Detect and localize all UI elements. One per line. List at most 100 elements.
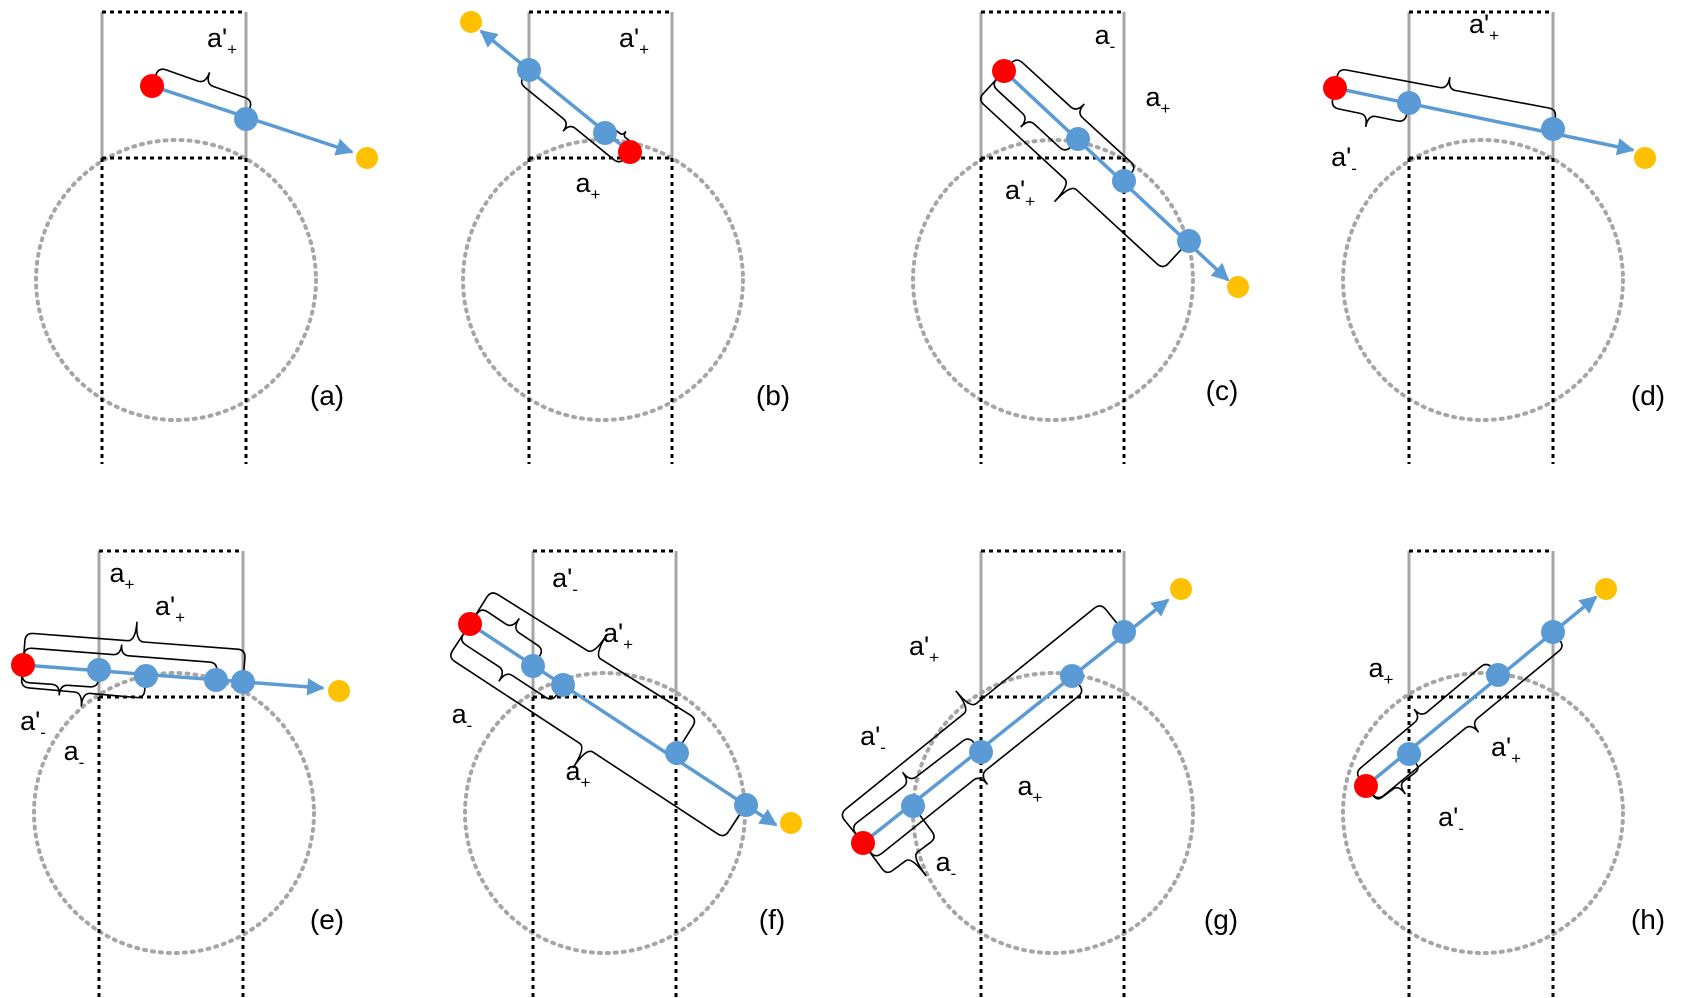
dotted-circle (911, 671, 1195, 955)
start-point (140, 74, 164, 98)
segment-label-subscript: + (591, 185, 601, 204)
end-point (1227, 276, 1249, 298)
intersection-point (734, 793, 758, 817)
segment-label-subscript: - (1458, 819, 1464, 838)
segment-label-base: a (64, 736, 80, 766)
brace (1365, 631, 1563, 799)
start-point (851, 831, 875, 855)
segment-label: a+ (576, 168, 601, 204)
intersection-point (1397, 91, 1421, 115)
start-point (1354, 774, 1378, 798)
segment-label: a+ (1146, 82, 1171, 118)
segment-label-subscript: + (125, 575, 135, 594)
brace (993, 70, 1079, 151)
intersection-point (521, 654, 545, 678)
segment-label: a- (64, 736, 85, 772)
intersection-point (234, 107, 258, 131)
brace (1331, 87, 1410, 128)
segment-label-subscript: - (79, 753, 85, 772)
intersection-point (901, 794, 925, 818)
dotted-circle (463, 671, 747, 955)
panel-caption: (h) (1631, 904, 1665, 935)
brace (450, 623, 747, 837)
segment-label: a+ (566, 756, 591, 792)
dotted-circle (1341, 138, 1625, 422)
end-point (460, 11, 482, 33)
brace (1365, 753, 1419, 800)
segment-label-subscript: + (623, 635, 633, 654)
start-point (1323, 76, 1347, 100)
brace (980, 70, 1190, 268)
segment-label: a'- (1438, 802, 1464, 838)
intersection-point (204, 668, 228, 692)
segment-label-base: a' (1469, 9, 1489, 39)
segment-label-base: a' (207, 23, 227, 53)
panel-f: a'-a'+a-a+(f) (450, 549, 802, 998)
segment-label-base: a' (1331, 142, 1351, 172)
intersection-point (1112, 620, 1136, 644)
segment-label-base: a' (1491, 732, 1511, 762)
segment-label: a'- (1331, 142, 1357, 178)
intersection-point (1541, 620, 1565, 644)
segment-label: a+ (110, 558, 135, 594)
panel-caption: (e) (310, 904, 344, 935)
segment-label: a'+ (1491, 732, 1521, 768)
ray-arrow (22, 663, 325, 696)
dotted-circle (1341, 671, 1625, 955)
brace (852, 738, 982, 844)
end-point (328, 680, 350, 702)
segment-label-base: a' (155, 591, 175, 621)
panel-a: a'+ (a) (34, 10, 378, 464)
segment-label-base: a (576, 168, 592, 198)
intersection-point (1397, 742, 1421, 766)
segment-label-base: a' (860, 721, 880, 751)
segment-label-base: a (1018, 771, 1034, 801)
start-point (458, 612, 482, 636)
panel-g: a'+a'-a+a-(g) (841, 549, 1238, 998)
segment-label-subscript: + (639, 40, 649, 59)
brace (520, 69, 631, 163)
segment-label-subscript: - (1351, 159, 1357, 178)
segment-label: a'+ (909, 631, 939, 667)
intersection-point (87, 658, 111, 682)
segment-label: a+ (1018, 771, 1043, 807)
intersection-point (517, 58, 541, 82)
segment-label-subscript: + (175, 608, 185, 627)
segment-label-subscript: + (581, 773, 591, 792)
intersection-point (969, 740, 993, 764)
segment-label: a- (1095, 20, 1116, 56)
ray-arrow (1334, 86, 1635, 156)
segment-label-base: a' (619, 23, 639, 53)
brace (862, 675, 1083, 857)
intersection-point (665, 741, 689, 765)
segment-label-base: a' (909, 631, 929, 661)
segment-label-base: a (452, 699, 468, 729)
brace (1334, 68, 1557, 130)
segment-label: a'+ (155, 591, 185, 627)
brace (22, 621, 246, 683)
segment-label: a'- (552, 563, 578, 599)
end-point (1170, 578, 1192, 600)
panel-d: a'+a'-(d) (1323, 9, 1665, 464)
intersection-point (231, 670, 255, 694)
segment-label-subscript: - (572, 580, 578, 599)
segment-label-subscript: - (951, 864, 957, 883)
brace (862, 805, 935, 877)
segment-label-subscript: - (40, 723, 46, 742)
dotted-circle (34, 138, 318, 422)
segment-label-base: a (1146, 82, 1162, 112)
brace (20, 664, 147, 707)
panel-e: a+a'+a'-a-(e) (11, 549, 350, 998)
segment-label-base: a (1095, 20, 1111, 50)
segment-label: a- (936, 847, 957, 883)
start-point (618, 140, 642, 164)
segment-label: a'+ (619, 23, 649, 59)
segment-label: a'+ (1005, 175, 1035, 211)
segment-label: a- (452, 699, 473, 735)
intersection-point (1486, 663, 1510, 687)
panel-caption: (a) (310, 380, 344, 411)
brace (460, 623, 564, 700)
segment-label-base: a (1369, 653, 1385, 683)
segment-label-subscript: + (1161, 99, 1171, 118)
segment-label: a'+ (207, 23, 237, 59)
